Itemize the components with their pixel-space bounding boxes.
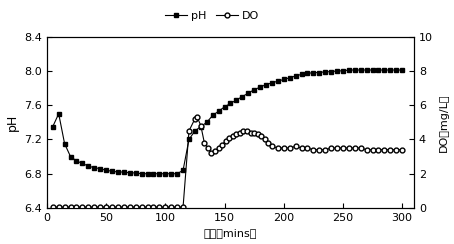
- Y-axis label: pH: pH: [5, 114, 19, 131]
- DO: [50, 206, 55, 209]
- DO: [186, 129, 192, 132]
- pH: [275, 80, 281, 83]
- X-axis label: 时间（mins）: 时间（mins）: [204, 228, 257, 238]
- DO: [79, 206, 85, 209]
- DO: [248, 131, 253, 134]
- pH: [139, 172, 144, 175]
- pH: [346, 69, 351, 71]
- pH: [400, 69, 405, 71]
- pH: [145, 172, 150, 175]
- Y-axis label: DO（mg/L）: DO（mg/L）: [439, 93, 449, 152]
- DO: [394, 148, 399, 151]
- Line: DO: DO: [50, 115, 405, 210]
- Legend: pH, DO: pH, DO: [165, 11, 260, 21]
- pH: [174, 172, 180, 175]
- pH: [109, 170, 115, 173]
- DO: [195, 116, 200, 119]
- DO: [127, 206, 133, 209]
- DO: [180, 206, 186, 209]
- pH: [50, 125, 55, 128]
- pH: [168, 172, 174, 175]
- Line: pH: pH: [50, 68, 405, 176]
- pH: [157, 172, 162, 175]
- DO: [400, 148, 405, 151]
